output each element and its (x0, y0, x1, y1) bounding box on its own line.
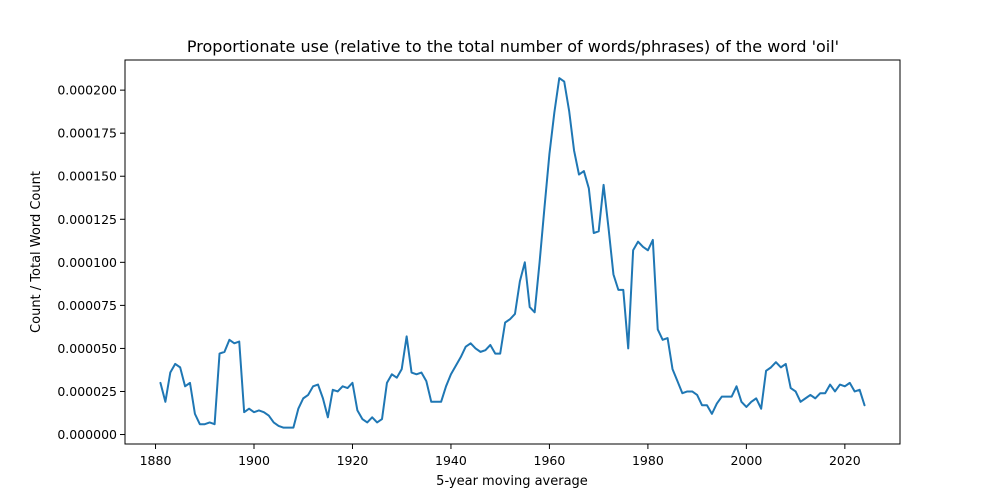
y-tick-label: 0.000025 (57, 384, 117, 399)
x-tick-label: 2000 (730, 453, 762, 468)
y-tick-label: 0.000175 (57, 126, 117, 141)
x-tick-label: 1880 (140, 453, 172, 468)
y-axis: 0.000000 0.000025 0.000050 0.000075 0.000100… (57, 83, 125, 442)
x-tick-label: 1940 (435, 453, 467, 468)
y-axis-label: Count / Total Word Count (29, 171, 44, 333)
x-axis-label: 5-year moving average (436, 474, 588, 489)
x-tick-label: 2020 (829, 453, 861, 468)
plot-series-group (159, 77, 866, 429)
y-tick-label: 0.000075 (57, 298, 117, 313)
y-tick-label: 0.000150 (57, 169, 117, 184)
plot-frame (124, 59, 901, 445)
y-tick-label: 0.000100 (57, 255, 117, 270)
y-tick-label: 0.000200 (57, 83, 117, 98)
y-tick-label: 0.000125 (57, 212, 117, 227)
y-tick-label: 0.000050 (57, 341, 117, 356)
series-line (159, 77, 866, 429)
x-tick-label: 1920 (337, 453, 369, 468)
x-tick-label: 1960 (534, 453, 566, 468)
x-axis: 1880 1900 1920 1940 1960 1980 2000 2020 (140, 444, 861, 468)
x-tick-label: 1980 (632, 453, 664, 468)
chart-title: Proportionate use (relative to the total… (187, 37, 839, 56)
x-tick-label: 1900 (238, 453, 270, 468)
y-tick-label: 0.000000 (57, 427, 117, 442)
